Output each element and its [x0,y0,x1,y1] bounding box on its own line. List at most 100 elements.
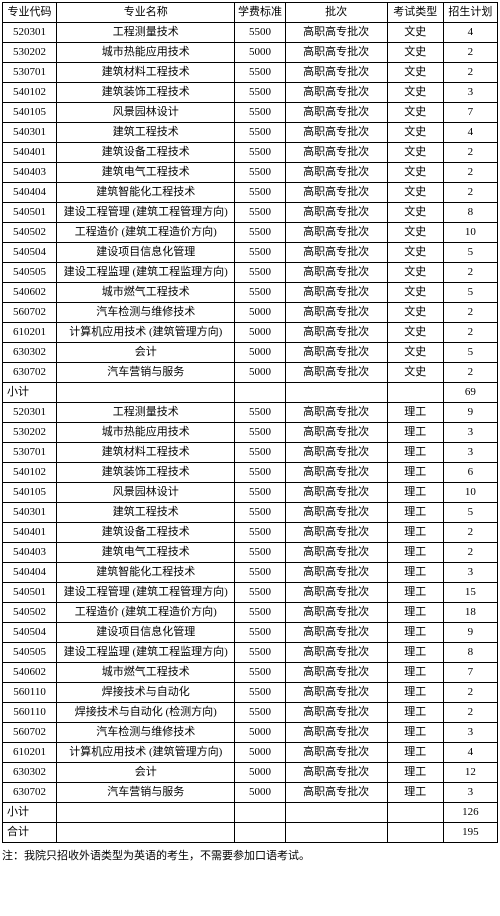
table-cell: 630702 [3,363,57,383]
table-cell: 理工 [387,743,443,763]
enrollment-table: 专业代码 专业名称 学费标准 批次 考试类型 招生计划 520301工程测量技术… [2,2,498,843]
table-cell: 630702 [3,783,57,803]
table-cell: 5500 [235,563,285,583]
table-row: 610201计算机应用技术 (建筑管理方向)5000高职高专批次理工4 [3,743,498,763]
table-cell: 会计 [57,343,235,363]
table-cell: 建设项目信息化管理 [57,623,235,643]
table-cell: 文史 [387,123,443,143]
table-cell: 文史 [387,203,443,223]
table-cell: 5500 [235,623,285,643]
table-cell: 文史 [387,43,443,63]
table-row: 630302会计5000高职高专批次文史5 [3,343,498,363]
table-cell: 建设工程监理 (建筑工程监理方向) [57,643,235,663]
table-row: 540602城市燃气工程技术5500高职高专批次文史5 [3,283,498,303]
table-cell: 5500 [235,663,285,683]
table-row: 540502工程造价 (建筑工程造价方向)5500高职高专批次理工18 [3,603,498,623]
table-cell [387,803,443,823]
table-cell: 540404 [3,183,57,203]
table-row: 小计69 [3,383,498,403]
table-cell: 建筑电气工程技术 [57,543,235,563]
table-cell: 540501 [3,583,57,603]
table-cell: 5500 [235,23,285,43]
table-cell: 文史 [387,303,443,323]
table-cell: 540501 [3,203,57,223]
table-cell: 高职高专批次 [285,583,387,603]
table-cell: 540502 [3,223,57,243]
table-cell: 理工 [387,643,443,663]
table-cell: 5 [443,243,497,263]
table-cell: 理工 [387,503,443,523]
table-cell: 高职高专批次 [285,343,387,363]
table-cell: 汽车营销与服务 [57,363,235,383]
table-cell: 5500 [235,503,285,523]
table-cell: 540504 [3,623,57,643]
table-cell: 2 [443,703,497,723]
table-row: 540602城市燃气工程技术5500高职高专批次理工7 [3,663,498,683]
table-cell: 风景园林设计 [57,483,235,503]
table-row: 540401建筑设备工程技术5500高职高专批次理工2 [3,523,498,543]
table-cell: 530701 [3,63,57,83]
table-body: 520301工程测量技术5500高职高专批次文史4530202城市热能应用技术5… [3,23,498,843]
table-cell: 5500 [235,523,285,543]
table-cell: 540502 [3,603,57,623]
table-cell: 文史 [387,23,443,43]
table-cell: 520301 [3,403,57,423]
table-cell: 5500 [235,483,285,503]
table-cell: 高职高专批次 [285,443,387,463]
table-cell: 540102 [3,83,57,103]
table-cell: 理工 [387,723,443,743]
table-cell: 理工 [387,603,443,623]
table-cell: 2 [443,683,497,703]
table-cell: 9 [443,403,497,423]
table-cell: 高职高专批次 [285,303,387,323]
table-cell: 5000 [235,763,285,783]
table-cell: 5500 [235,123,285,143]
table-row: 小计126 [3,803,498,823]
table-cell: 540401 [3,523,57,543]
table-row: 560110焊接技术与自动化 (检测方向)5500高职高专批次理工2 [3,703,498,723]
table-cell: 540403 [3,163,57,183]
table-cell: 540403 [3,543,57,563]
table-cell: 3 [443,783,497,803]
table-cell: 高职高专批次 [285,403,387,423]
table-row: 540505建设工程监理 (建筑工程监理方向)5500高职高专批次理工8 [3,643,498,663]
table-cell: 5500 [235,603,285,623]
table-cell: 8 [443,203,497,223]
table-cell: 高职高专批次 [285,183,387,203]
col-header-code: 专业代码 [3,3,57,23]
table-cell: 540102 [3,463,57,483]
table-cell: 5500 [235,183,285,203]
table-cell: 高职高专批次 [285,723,387,743]
table-cell: 610201 [3,323,57,343]
table-row: 540501建设工程管理 (建筑工程管理方向)5500高职高专批次文史8 [3,203,498,223]
table-cell: 城市热能应用技术 [57,423,235,443]
table-row: 520301工程测量技术5500高职高专批次文史4 [3,23,498,43]
table-row: 540504建设项目信息化管理5500高职高专批次文史5 [3,243,498,263]
table-cell: 理工 [387,523,443,543]
table-cell: 5000 [235,723,285,743]
table-cell: 5500 [235,683,285,703]
table-row: 540505建设工程监理 (建筑工程监理方向)5500高职高专批次文史2 [3,263,498,283]
table-cell: 高职高专批次 [285,243,387,263]
table-cell: 5500 [235,443,285,463]
table-cell: 3 [443,563,497,583]
table-cell: 5500 [235,243,285,263]
table-cell: 15 [443,583,497,603]
table-row: 540105风景园林设计5500高职高专批次文史7 [3,103,498,123]
table-cell: 5500 [235,103,285,123]
table-cell: 540301 [3,123,57,143]
table-cell: 会计 [57,763,235,783]
table-cell: 风景园林设计 [57,103,235,123]
table-cell: 建筑工程技术 [57,123,235,143]
table-cell: 理工 [387,403,443,423]
table-cell: 5500 [235,703,285,723]
table-cell: 195 [443,823,497,843]
table-cell: 文史 [387,63,443,83]
table-cell: 建筑智能化工程技术 [57,563,235,583]
table-cell: 560702 [3,303,57,323]
table-cell: 高职高专批次 [285,503,387,523]
table-cell [285,803,387,823]
col-header-fee: 学费标准 [235,3,285,23]
table-cell: 5000 [235,323,285,343]
table-cell: 理工 [387,463,443,483]
